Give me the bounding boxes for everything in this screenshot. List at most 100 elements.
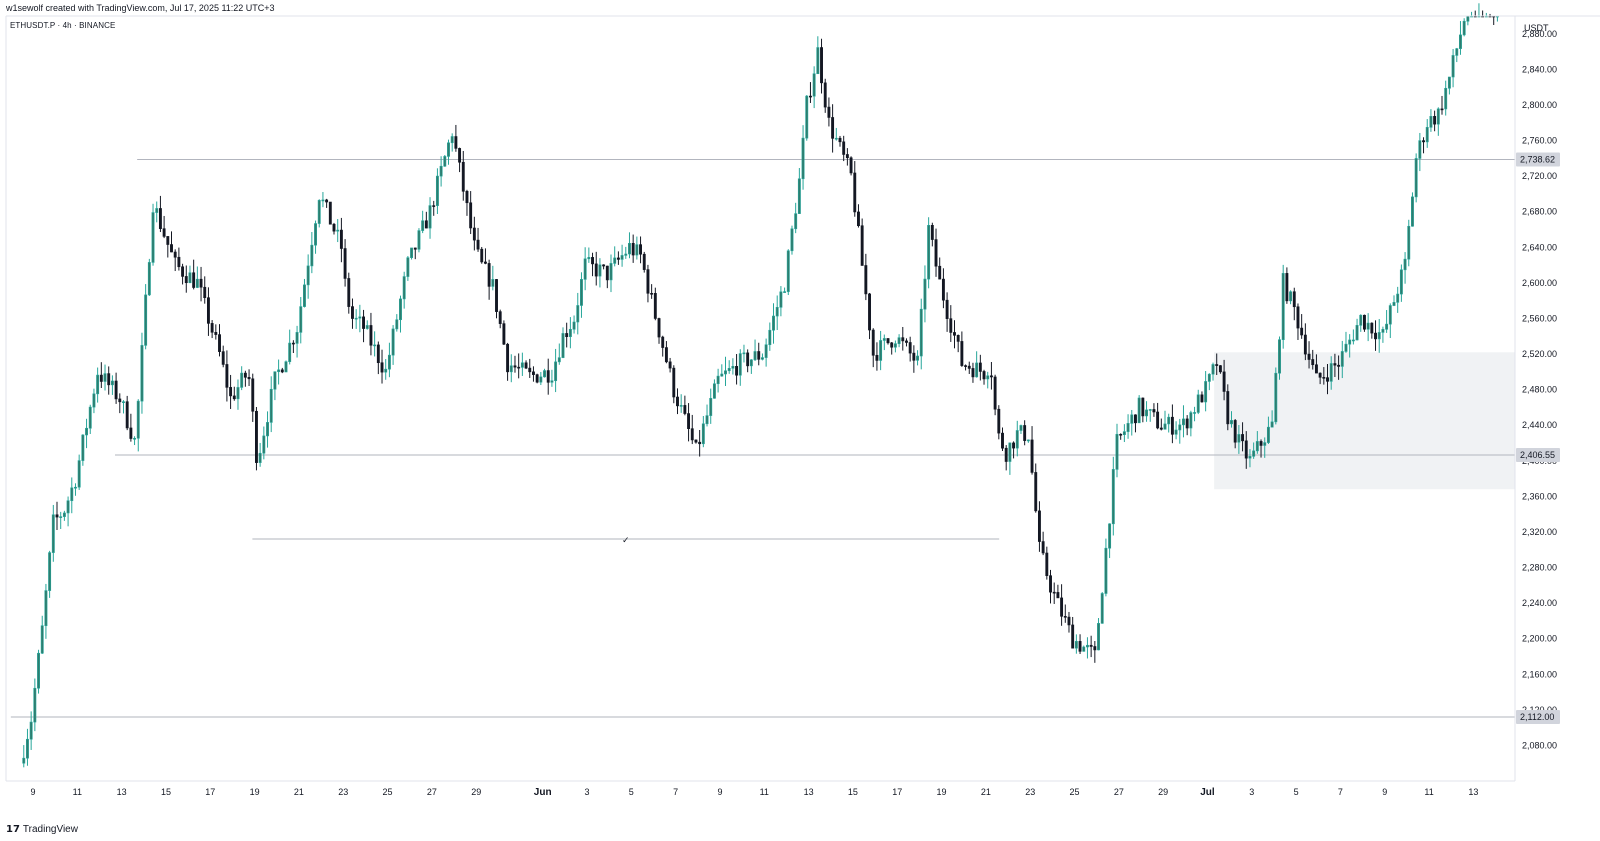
candle-body: [1252, 450, 1256, 457]
candle-body: [768, 329, 772, 346]
candle: [336, 219, 340, 243]
y-tick-label: 2,320.00: [1522, 527, 1557, 537]
candle-body: [1049, 575, 1052, 593]
candle-body: [74, 486, 77, 489]
candle: [218, 324, 221, 357]
candle: [314, 220, 317, 254]
candle-body: [1052, 591, 1056, 594]
candle-body: [1222, 371, 1226, 392]
swept-check-mark: ✓: [622, 535, 630, 545]
candle: [495, 279, 498, 319]
candle: [81, 434, 85, 466]
candle: [805, 95, 809, 141]
candle: [1041, 531, 1045, 556]
candle-body: [1333, 363, 1337, 366]
candle-body: [288, 342, 292, 362]
candle: [1244, 431, 1248, 469]
candle-body: [797, 178, 801, 214]
candle-body: [1193, 412, 1196, 414]
candle-body: [158, 208, 162, 229]
candle: [919, 298, 923, 370]
candle-body: [1444, 87, 1448, 110]
candle: [299, 297, 303, 344]
candle: [26, 728, 29, 766]
candle: [1292, 287, 1296, 321]
candle-body: [1248, 456, 1252, 459]
candle-body: [912, 352, 916, 361]
candle: [1004, 445, 1008, 471]
candle: [820, 38, 823, 94]
candle: [37, 649, 40, 694]
candle: [631, 234, 635, 263]
candle: [712, 379, 716, 399]
candle-body: [391, 328, 395, 356]
candle: [635, 236, 639, 260]
candle-body: [834, 137, 838, 140]
candle-body: [1170, 416, 1174, 435]
candle: [402, 271, 406, 309]
candle: [122, 400, 125, 414]
candle-body: [1241, 434, 1245, 442]
candle: [1207, 373, 1211, 391]
demand-zone: [1214, 352, 1515, 490]
candle: [147, 258, 151, 296]
candle-body: [122, 401, 125, 404]
candle: [184, 265, 188, 293]
candle: [29, 711, 33, 750]
candle: [857, 204, 860, 228]
candle: [1366, 313, 1370, 342]
y-tick-label: 2,520.00: [1522, 349, 1557, 359]
candle: [731, 358, 735, 375]
candle-body: [454, 136, 458, 149]
candle-body: [144, 294, 148, 346]
candle-body: [1244, 440, 1248, 459]
candle-body: [232, 395, 236, 400]
candle: [221, 345, 225, 368]
candle: [746, 349, 750, 373]
candle-body: [92, 393, 96, 408]
candle: [251, 373, 255, 422]
candle-body: [351, 306, 354, 319]
candle: [358, 304, 362, 333]
candle-body: [399, 298, 402, 321]
candle: [136, 399, 140, 452]
candle: [779, 286, 783, 317]
tradingview-brand[interactable]: 17 TradingView: [6, 824, 78, 835]
candle-body: [1045, 552, 1049, 576]
candle-body: [1429, 116, 1433, 128]
candle: [764, 338, 768, 367]
candle-body: [151, 212, 155, 263]
candle: [975, 351, 979, 378]
candle-body: [1314, 364, 1318, 374]
y-tick-label: 2,560.00: [1522, 313, 1557, 323]
candle-body: [1451, 55, 1455, 78]
candle: [1329, 356, 1333, 390]
candle: [428, 197, 432, 239]
candle-body: [628, 243, 631, 255]
candle: [155, 201, 159, 223]
candle: [934, 228, 938, 277]
candle-body: [495, 279, 498, 312]
candle: [701, 415, 705, 448]
candle-body: [1159, 427, 1163, 430]
candle: [192, 259, 196, 290]
candle-body: [956, 334, 960, 342]
candle: [365, 320, 369, 330]
candle-body: [572, 321, 576, 330]
candle-body: [687, 413, 691, 429]
candle: [1300, 314, 1304, 339]
candle: [70, 477, 74, 514]
candle-body: [1285, 273, 1289, 302]
candle-body: [794, 213, 798, 230]
candle: [698, 430, 702, 457]
candle-body: [945, 299, 949, 319]
candle-body: [594, 263, 598, 277]
candle: [1137, 395, 1141, 424]
candle-body: [639, 244, 642, 255]
candle-body: [88, 406, 92, 429]
symbol-legend[interactable]: ETHUSDT.P · 4h · BINANCE: [10, 21, 116, 30]
candle: [321, 192, 325, 208]
candle: [1063, 604, 1067, 623]
candle: [99, 362, 103, 388]
